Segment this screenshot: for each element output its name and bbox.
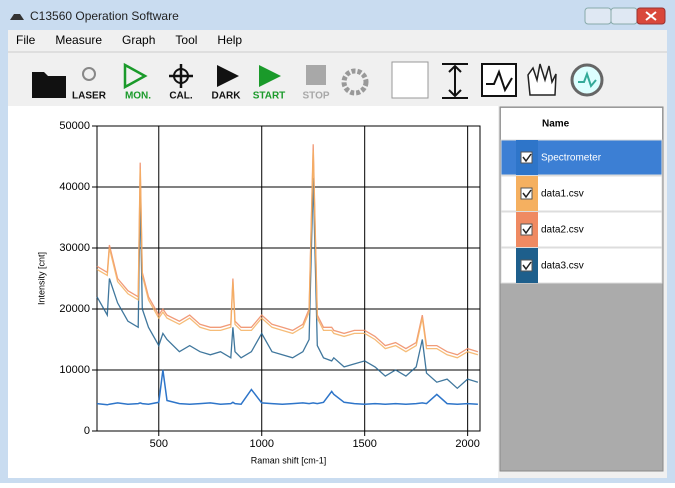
y-tick-label: 0 (84, 425, 90, 437)
checkmark (522, 225, 532, 235)
menu-item[interactable]: Tool (175, 33, 197, 47)
checkbox[interactable] (520, 223, 533, 236)
legend-label[interactable]: data1.csv (541, 189, 584, 200)
laser-icon[interactable] (82, 67, 96, 81)
monitor-icon[interactable] (123, 62, 148, 90)
autoscale-graph (486, 69, 513, 93)
toolbar (32, 61, 604, 99)
toolbar-label[interactable]: CAL. (169, 91, 193, 102)
calibrate-ring (173, 68, 189, 84)
series-line (96, 144, 479, 356)
close-icon (645, 11, 657, 21)
maximize-button[interactable] (610, 7, 638, 25)
toolbar-label[interactable]: STOP (302, 91, 329, 102)
legend-label[interactable]: data3.csv (541, 261, 584, 272)
toolbar-label[interactable]: MON. (125, 91, 151, 102)
checkbox[interactable] (520, 259, 533, 272)
scale-icon[interactable] (442, 63, 468, 99)
y-tick-label: 50000 (59, 120, 90, 132)
zoom-icon[interactable] (570, 63, 604, 97)
series-line (96, 150, 479, 359)
plot-frame (96, 125, 481, 432)
zoom-graph (578, 71, 597, 89)
toolbar-label[interactable]: LASER (72, 91, 107, 102)
open-icon[interactable] (32, 72, 66, 98)
y-tick-label: 10000 (59, 364, 90, 376)
checkmark (522, 153, 532, 163)
x-axis-label: Raman shift [cm-1] (251, 455, 327, 465)
window-title: C13560 Operation Software (30, 9, 179, 23)
menu-item[interactable]: Measure (55, 33, 102, 47)
toolbar-label[interactable]: START (253, 91, 286, 102)
list-header-label: Name (542, 119, 570, 130)
x-tick-label: 1000 (249, 438, 273, 450)
x-tick-label: 1500 (352, 438, 376, 450)
settings-icon[interactable] (341, 68, 369, 96)
y-tick-label: 40000 (59, 181, 90, 193)
series-line (96, 177, 479, 390)
checkmark (522, 189, 532, 199)
toolbar-label[interactable]: DARK (212, 91, 242, 102)
pan-icon[interactable] (527, 63, 557, 96)
x-tick-label: 2000 (455, 438, 479, 450)
series-line (96, 369, 478, 406)
checkmark (522, 261, 532, 271)
list-header (501, 108, 662, 140)
dark-icon[interactable] (217, 65, 239, 87)
checkbox[interactable] (520, 151, 533, 164)
window-controls[interactable] (584, 7, 666, 25)
minimize-button[interactable] (584, 7, 612, 25)
y-tick-label: 30000 (59, 242, 90, 254)
menu-item[interactable]: Help (217, 33, 242, 47)
app-icon (10, 14, 24, 20)
legend-label[interactable]: data2.csv (541, 225, 584, 236)
x-tick-label: 500 (150, 438, 168, 450)
y-axis-label: Intensity [cnt] (36, 252, 46, 305)
chart-panel (8, 106, 498, 478)
y-tick-label: 20000 (59, 303, 90, 315)
menu-item[interactable]: File (16, 33, 36, 47)
menu-item[interactable]: Graph (122, 33, 155, 47)
legend-label[interactable]: Spectrometer (541, 153, 602, 164)
checkbox[interactable] (520, 187, 533, 200)
graphs-icon[interactable] (391, 61, 429, 99)
stop-icon[interactable] (306, 65, 326, 85)
start-icon[interactable] (259, 65, 281, 87)
